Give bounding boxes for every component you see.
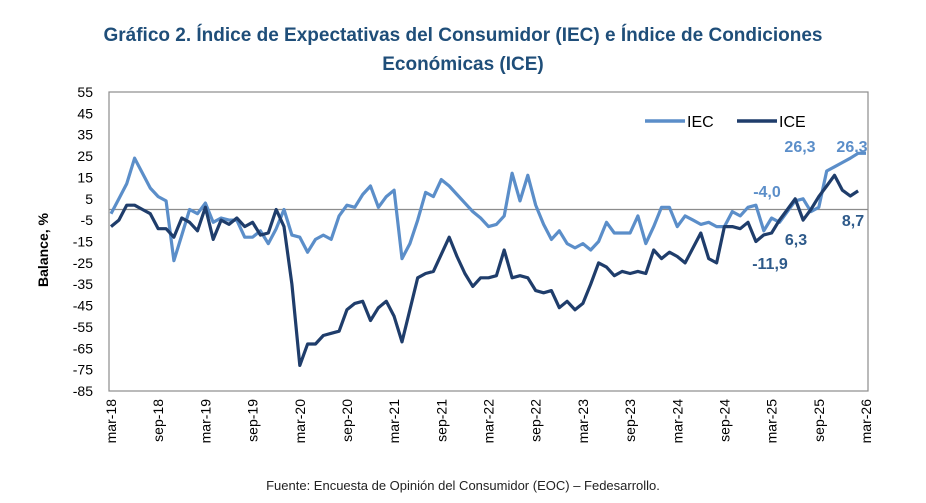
x-tick-label: sep-22 (528, 399, 544, 442)
y-tick-label: 15 (77, 169, 93, 185)
data-label-ice: 8,7 (842, 213, 864, 230)
y-tick-label: 35 (77, 127, 93, 143)
y-tick-label: -65 (73, 340, 93, 356)
plot-area-border (108, 91, 869, 392)
y-tick-label: -5 (81, 212, 94, 228)
x-tick-label: mar-19 (197, 399, 213, 444)
legend-label-iec: IEC (687, 114, 714, 131)
series-line-ice (109, 173, 859, 367)
x-tick-label: mar-23 (575, 399, 591, 444)
x-tick-label: sep-25 (811, 399, 827, 442)
x-tick-label: sep-18 (150, 399, 166, 442)
x-tick-label: mar-26 (858, 399, 874, 444)
y-tick-label: -25 (73, 255, 93, 271)
chart-title-line-1: Gráfico 2. Índice de Expectativas del Co… (103, 25, 823, 46)
data-label-ice: -11,9 (752, 256, 788, 273)
y-tick-label: 55 (77, 84, 93, 100)
x-tick-label: mar-20 (292, 399, 308, 444)
y-tick-label: 45 (77, 105, 93, 121)
x-tick-label: mar-24 (669, 399, 685, 444)
y-tick-label: -55 (73, 319, 93, 335)
source-note: Fuente: Encuesta de Opinión del Consumid… (266, 478, 660, 493)
x-tick-label: sep-24 (716, 399, 732, 442)
data-label-ice: 6,3 (785, 232, 807, 249)
x-tick-label: mar-22 (481, 399, 497, 444)
series-line-iec (109, 151, 866, 263)
y-tick-label: 5 (85, 191, 93, 207)
x-tick-label: mar-18 (103, 399, 119, 444)
chart-title: Gráfico 2. Índice de Expectativas del Co… (0, 21, 926, 79)
legend-label-ice: ICE (779, 114, 806, 131)
x-tick-label: sep-21 (433, 399, 449, 442)
y-tick-label: -85 (73, 383, 93, 399)
data-label-iec: 26,3 (836, 139, 867, 156)
x-tick-label: sep-23 (622, 399, 638, 442)
y-tick-label: -75 (73, 362, 93, 378)
y-tick-label: 25 (77, 148, 93, 164)
x-tick-label: mar-21 (386, 399, 402, 444)
data-label-iec: -4,0 (753, 184, 781, 201)
chart-title-line-2: Económicas (ICE) (382, 54, 544, 75)
y-tick-label: -45 (73, 298, 93, 314)
y-tick-label: -35 (73, 276, 93, 292)
y-tick-label: -15 (73, 234, 93, 250)
x-tick-label: mar-25 (764, 399, 780, 444)
data-label-iec: 26,3 (784, 139, 815, 156)
y-axis-label: Balance, % (35, 212, 51, 286)
x-tick-label: sep-19 (245, 399, 261, 442)
x-tick-label: sep-20 (339, 399, 355, 442)
